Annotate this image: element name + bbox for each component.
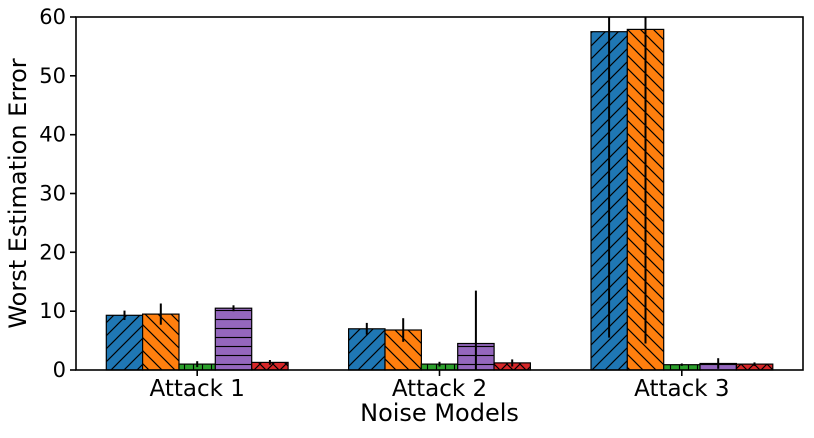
y-tick-label: 60 — [39, 5, 66, 29]
y-tick-label: 20 — [39, 240, 66, 264]
bar-series-purple-1 — [214, 307, 253, 371]
plot-frame — [75, 16, 804, 371]
x-tick-label-2: Attack 2 — [392, 376, 487, 402]
y-tick-label: 30 — [39, 182, 66, 206]
y-tick-label: 0 — [53, 358, 66, 382]
y-tick-label: 40 — [39, 123, 66, 147]
bar-series-blue-1 — [105, 314, 144, 371]
y-axis-label: Worst Estimation Error — [4, 58, 32, 328]
y-tick-label: 50 — [39, 64, 66, 88]
x-axis-label: Noise Models — [360, 399, 519, 427]
y-tick-label: 10 — [39, 299, 66, 323]
x-tick-label-1: Attack 1 — [150, 376, 245, 402]
x-tick-label-3: Attack 3 — [634, 376, 729, 402]
bar-series-blue-2 — [348, 328, 386, 371]
